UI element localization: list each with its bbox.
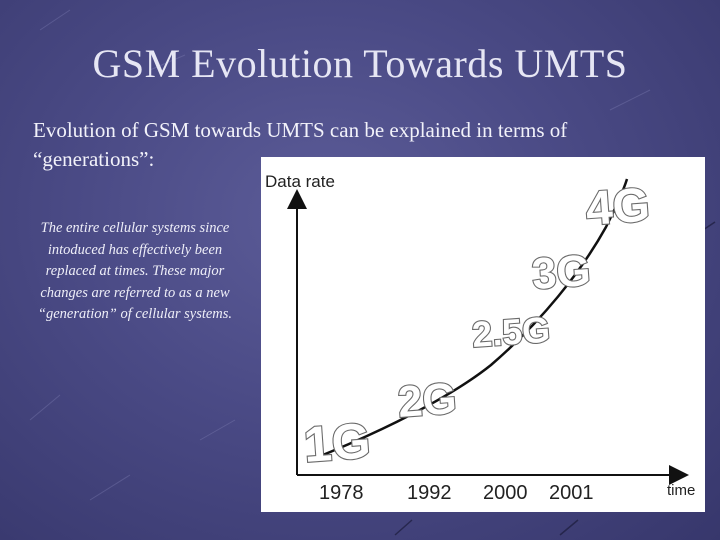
generation-label-4g: 4G: [584, 179, 652, 236]
generations-diagram: Data rate time 1G 2G 2.5G 3G 4G 1978 199…: [265, 172, 695, 504]
slide-title: GSM Evolution Towards UMTS: [92, 41, 628, 86]
year-label-1992: 1992: [407, 482, 452, 504]
intro-text: Evolution of GSM towards UMTS can be exp…: [33, 118, 568, 171]
year-label-2001: 2001: [549, 482, 594, 504]
x-axis-label: time: [667, 482, 695, 499]
year-label-2000: 2000: [483, 482, 528, 504]
generation-label-2g: 2G: [396, 374, 458, 427]
growth-curve: [312, 178, 629, 461]
year-label-1978: 1978: [319, 482, 364, 504]
generation-label-3g: 3G: [530, 246, 592, 299]
generations-figure: Data rate time 1G 2G 2.5G 3G 4G 1978 199…: [261, 157, 705, 512]
side-note-text: The entire cellular systems since intodu…: [37, 220, 233, 322]
generation-label-2-5g: 2.5G: [471, 309, 552, 355]
y-axis-label: Data rate: [265, 172, 335, 191]
generation-label-1g: 1G: [302, 412, 372, 473]
